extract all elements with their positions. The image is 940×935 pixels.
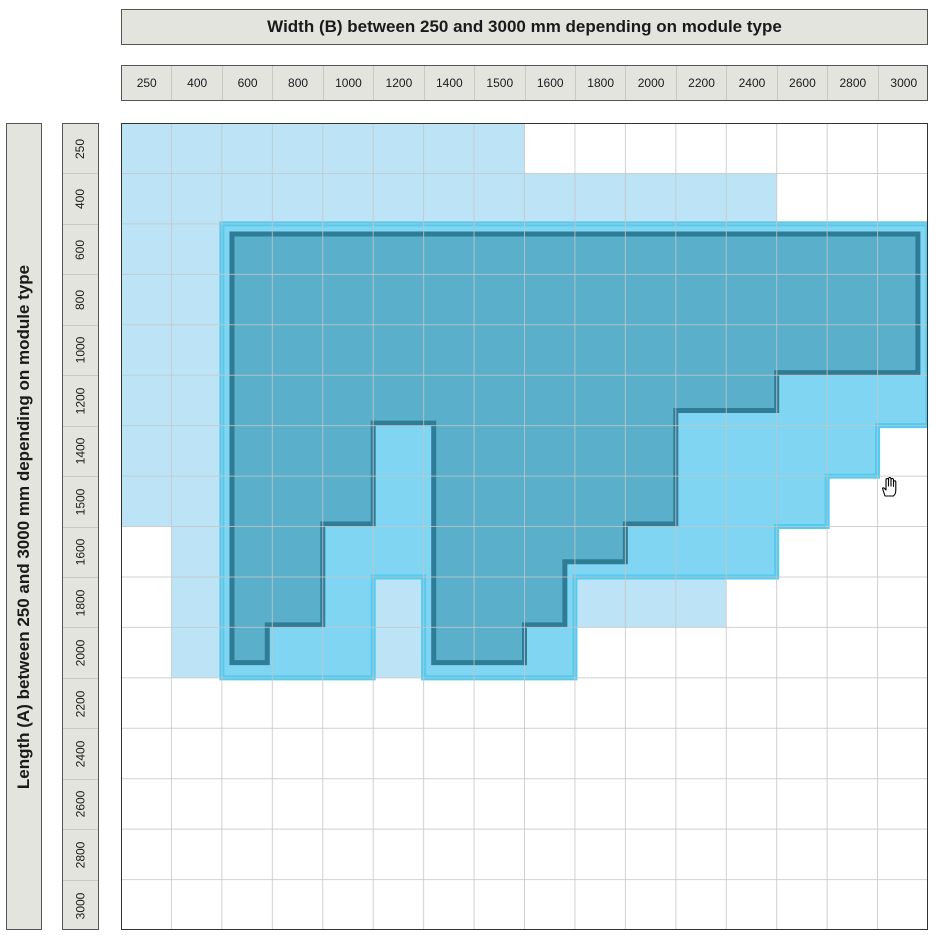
width-tick-strip: 250 400 600 800 1000 1200 1400 1500 1600 1800 2000… [121, 65, 928, 101]
width-axis-title: Width (B) between 250 and 3000 mm depend… [121, 9, 928, 45]
length-axis-title-text: Length (A) between 250 and 3000 mm depen… [14, 264, 33, 789]
width-tick-label: 3000 [890, 76, 918, 90]
width-tick-label: 800 [273, 66, 324, 100]
width-axis-title-text: Width (B) between 250 and 3000 mm depend… [267, 17, 782, 36]
length-tick-label: 1400 [63, 427, 98, 478]
width-tick-label: 2800 [828, 66, 879, 100]
length-tick-label: 2400 [63, 729, 98, 780]
length-tick-label: 3000 [73, 892, 88, 920]
length-tick-label: 400 [63, 174, 98, 225]
width-tick-label: 600 [223, 66, 274, 100]
width-tick-label: 2200 [677, 66, 728, 100]
size-grid [121, 123, 928, 930]
length-tick-label: 2000 [63, 628, 98, 679]
length-tick-label: 1000 [63, 326, 98, 377]
width-tick-label: 2000 [626, 66, 677, 100]
grid-border [121, 123, 928, 930]
length-tick-label: 2200 [63, 679, 98, 730]
width-tick-label: 400 [172, 66, 223, 100]
length-axis-title: Length (A) between 250 and 3000 mm depen… [6, 123, 42, 930]
width-tick-label: 1200 [374, 66, 425, 100]
width-tick-label: 2400 [727, 66, 778, 100]
length-tick-label: 1500 [63, 477, 98, 528]
length-tick-label: 600 [63, 225, 98, 276]
light-region-row [121, 173, 777, 224]
length-tick-label: 2600 [63, 780, 98, 831]
width-tick-label: 1800 [576, 66, 627, 100]
length-tick-label: 800 [63, 275, 98, 326]
width-tick-label: 2600 [778, 66, 829, 100]
length-tick-strip: 250 400 600 800 1000 1200 1400 1500 1600 1800 2000… [62, 123, 99, 930]
width-tick-label: 1000 [324, 66, 375, 100]
length-tick-label: 250 [63, 124, 98, 175]
length-tick-label: 2800 [63, 830, 98, 881]
length-tick-label: 1200 [63, 376, 98, 427]
width-tick-label: 1600 [526, 66, 576, 100]
width-tick-label: 1500 [475, 66, 526, 100]
width-tick-label: 1400 [425, 66, 476, 100]
length-tick-label: 1800 [63, 578, 98, 629]
width-tick-label: 250 [122, 66, 173, 100]
hand-cursor-icon [882, 476, 897, 497]
length-tick-label: 1600 [63, 528, 98, 578]
